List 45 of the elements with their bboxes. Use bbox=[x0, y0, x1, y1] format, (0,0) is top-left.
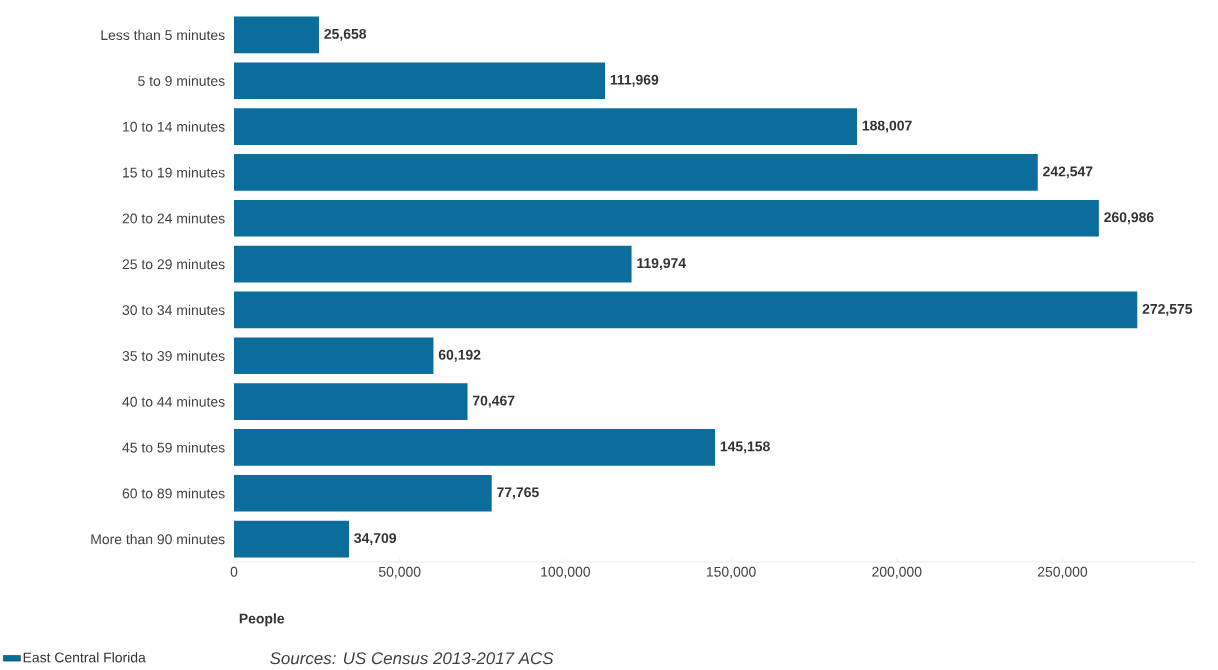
y-tick-label: 35 to 39 minutes bbox=[122, 350, 225, 361]
y-tick-label: 45 to 59 minutes bbox=[122, 442, 225, 453]
y-tick-label: 15 to 19 minutes bbox=[123, 167, 225, 178]
data-label: 25,658 bbox=[324, 28, 367, 41]
bar bbox=[234, 383, 468, 420]
y-tick-label: 40 to 44 minutes bbox=[122, 396, 225, 407]
data-label: 119,974 bbox=[637, 258, 686, 271]
bar bbox=[234, 154, 1038, 191]
data-label: 188,007 bbox=[862, 120, 912, 133]
data-label: 145,158 bbox=[720, 441, 770, 454]
data-label: 272,575 bbox=[1142, 303, 1193, 316]
y-tick-label: 10 to 14 minutes bbox=[123, 121, 225, 132]
data-label: 77,765 bbox=[497, 487, 539, 500]
x-tick-label: 200,000 bbox=[872, 566, 922, 579]
data-label: 34,709 bbox=[354, 533, 397, 546]
bar bbox=[234, 245, 632, 283]
x-tick-label: 250,000 bbox=[1037, 566, 1088, 579]
data-label: 242,547 bbox=[1043, 166, 1093, 179]
bar bbox=[234, 520, 350, 558]
x-tick-label: 150,000 bbox=[706, 566, 756, 579]
bar bbox=[234, 108, 858, 145]
data-label: 70,467 bbox=[472, 395, 515, 408]
bar bbox=[234, 16, 320, 54]
x-tick-label: 100,000 bbox=[541, 566, 591, 579]
data-label: 60,192 bbox=[438, 349, 481, 362]
y-tick-label: 25 to 29 minutes bbox=[122, 258, 225, 270]
bar bbox=[234, 62, 606, 100]
x-axis-title: People bbox=[239, 613, 285, 627]
legend-label: East Central Florida bbox=[23, 652, 146, 663]
bar bbox=[234, 291, 1138, 329]
y-tick-label: 60 to 89 minutes bbox=[122, 488, 225, 499]
bar bbox=[234, 337, 434, 375]
y-tick-label: More than 90 minutes bbox=[91, 533, 225, 545]
data-label: 260,986 bbox=[1104, 212, 1154, 225]
y-tick-label: 20 to 24 minutes bbox=[122, 213, 225, 224]
source-note: Sources: US Census 2013-2017 ACS bbox=[270, 652, 554, 665]
bar bbox=[234, 199, 1099, 237]
bar bbox=[234, 429, 716, 466]
data-label: 111,969 bbox=[610, 74, 659, 87]
y-tick-label: 30 to 34 minutes bbox=[122, 304, 225, 316]
x-tick-label: 50,000 bbox=[378, 566, 421, 579]
x-tick-label: 0 bbox=[230, 566, 238, 577]
y-tick-label: Less than 5 minutes bbox=[101, 29, 225, 41]
bar bbox=[234, 474, 492, 512]
y-tick-label: 5 to 9 minutes bbox=[138, 75, 225, 86]
